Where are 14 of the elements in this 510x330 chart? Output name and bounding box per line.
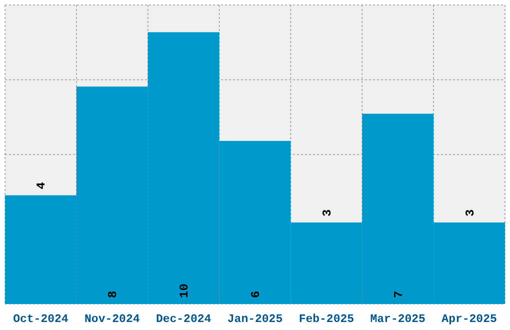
- x-tick-label: Dec-2024: [156, 313, 212, 326]
- data-label: 10: [178, 284, 192, 298]
- x-tick-label: Jan-2025: [227, 313, 283, 326]
- data-label: 3: [463, 209, 478, 216]
- data-label: 6: [249, 290, 263, 298]
- data-label: 7: [392, 290, 406, 298]
- x-tick-label: Nov-2024: [84, 313, 140, 326]
- x-tick-label: Mar-2025: [370, 313, 426, 326]
- data-label: 8: [106, 290, 120, 298]
- data-label: 3: [320, 209, 334, 216]
- x-tick-label: Oct-2024: [13, 313, 68, 326]
- data-label: 4: [34, 182, 49, 190]
- x-tick-label: Feb-2025: [298, 313, 354, 326]
- x-tick-label: Apr-2025: [442, 313, 497, 326]
